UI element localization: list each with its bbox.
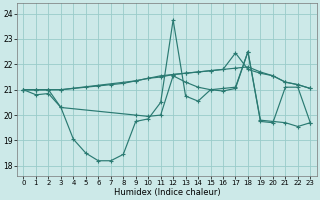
- X-axis label: Humidex (Indice chaleur): Humidex (Indice chaleur): [114, 188, 220, 197]
